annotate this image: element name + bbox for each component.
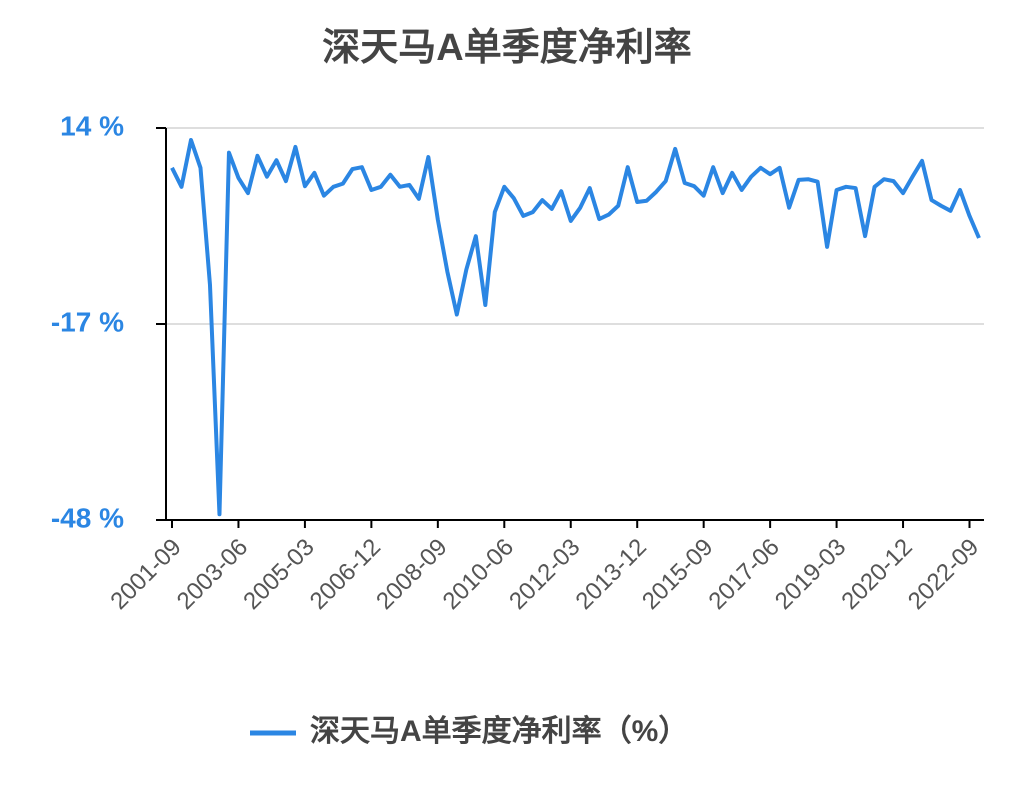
- x-tick-label: 2022-09: [903, 534, 984, 615]
- y-tick-label: 14 %: [60, 110, 124, 141]
- y-tick-label: -17 %: [51, 306, 124, 337]
- legend-label: 深天马A单季度净利率（%）: [310, 714, 688, 748]
- x-tick-label: 2001-09: [105, 534, 186, 615]
- x-tick-label: 2006-12: [305, 534, 386, 615]
- x-tick-label: 2020-12: [836, 534, 917, 615]
- x-tick-label: 2012-03: [504, 534, 585, 615]
- line: [170, 138, 981, 517]
- x-tick-label: 2019-03: [770, 534, 851, 615]
- y-tick-label: -48 %: [51, 502, 124, 533]
- x-tick-label: 2017-06: [703, 534, 784, 615]
- chart-title: 深天马A单季度净利率: [322, 27, 691, 69]
- x-tick-label: 2013-12: [571, 534, 652, 615]
- x-tick-label: 2003-06: [172, 534, 253, 615]
- x-tick-label: 2005-03: [238, 534, 319, 615]
- x-tick-label: 2010-06: [438, 534, 519, 615]
- x-tick-label: 2015-09: [637, 534, 718, 615]
- x-tick-label: 2008-09: [371, 534, 452, 615]
